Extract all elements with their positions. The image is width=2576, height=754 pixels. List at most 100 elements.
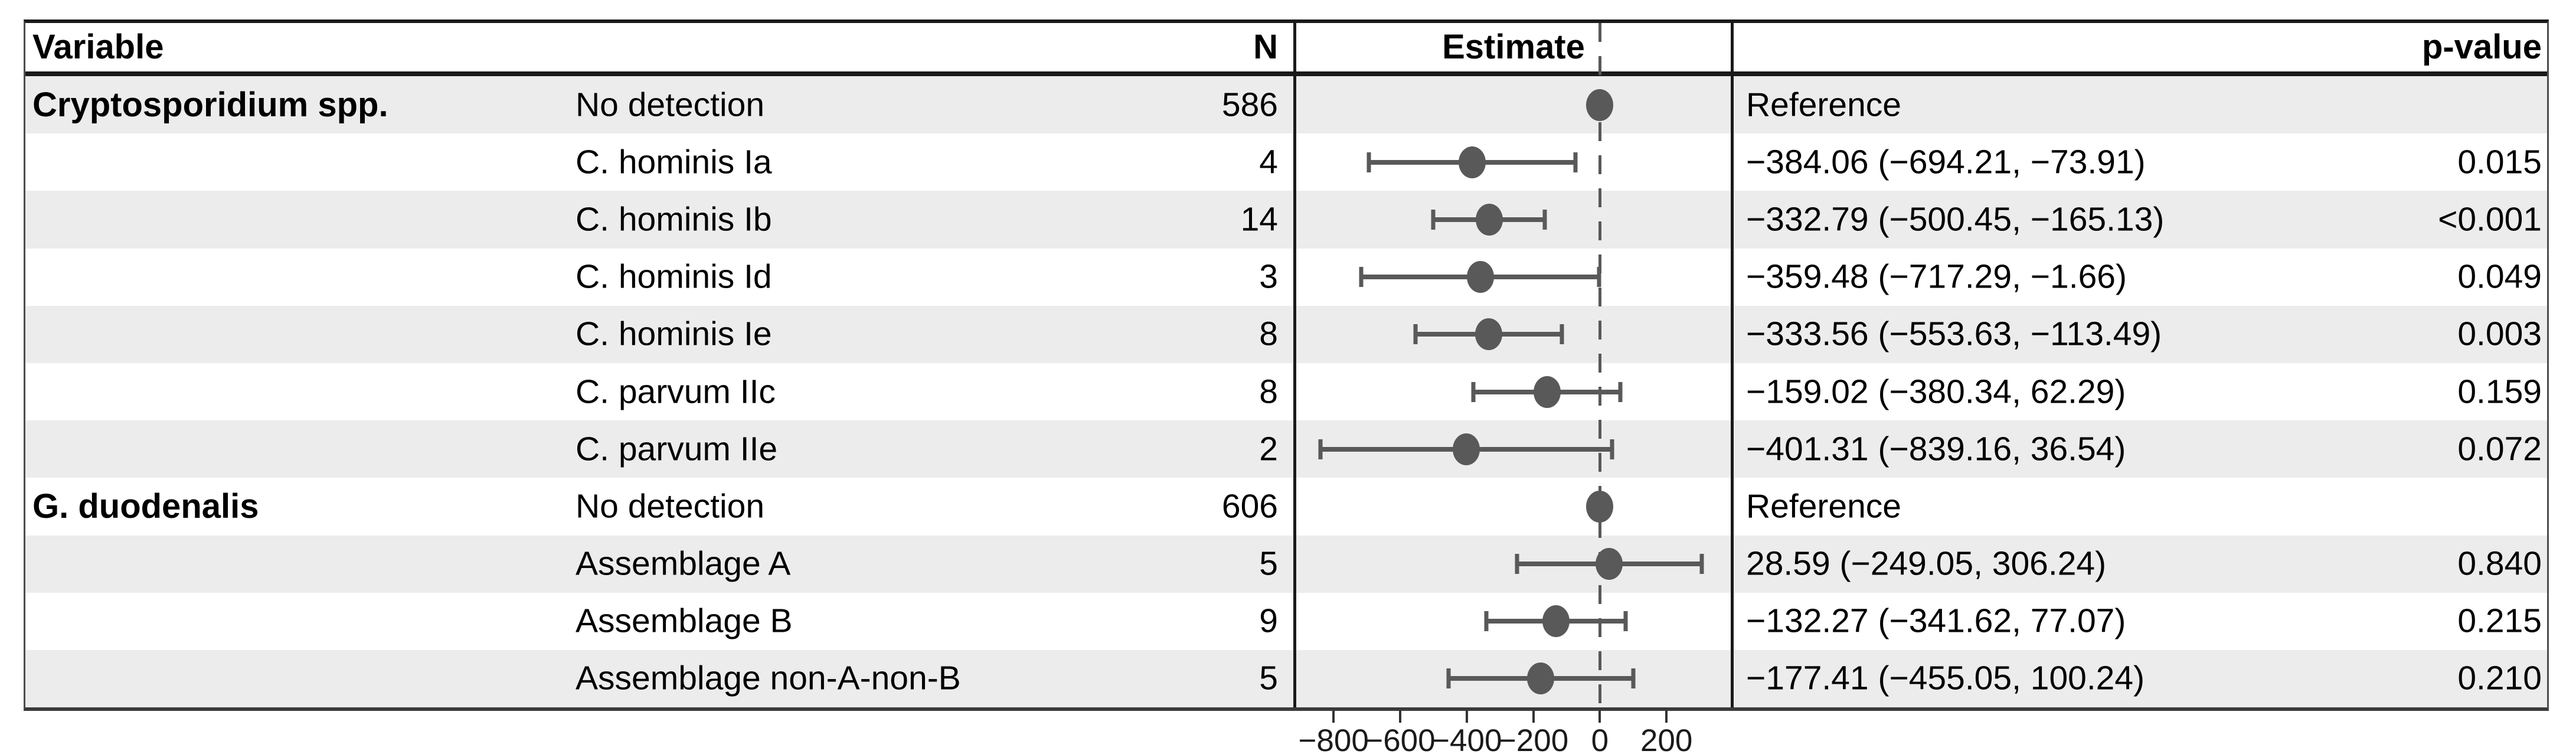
table-row: C. hominis Ib 14 −332.79 (−500.45, −165.13… xyxy=(25,191,2547,249)
panel-right-border xyxy=(1731,23,1734,707)
column-header-variable: Variable xyxy=(32,28,164,66)
axis-tick xyxy=(1598,711,1601,723)
row-subgroup-label: Assemblage B xyxy=(576,602,793,640)
table-row: Assemblage B 9 −132.27 (−341.62, 77.07) 0.2… xyxy=(25,593,2547,650)
row-estimate-text: −333.56 (−553.63, −113.49) xyxy=(1746,315,2162,353)
table-row: G. duodenalis No detection 606 Reference xyxy=(25,478,2547,535)
row-group-label: G. duodenalis xyxy=(32,487,259,525)
ci-cap-high xyxy=(1597,267,1601,288)
axis-tick xyxy=(1398,711,1401,723)
row-p-value: <0.001 xyxy=(2438,200,2542,239)
row-estimate-text: 28.59 (−249.05, 306.24) xyxy=(1746,544,2107,583)
point-estimate-marker xyxy=(1475,318,1503,351)
point-estimate-marker xyxy=(1466,261,1494,293)
row-n-value: 4 xyxy=(1259,143,1278,181)
axis-tick xyxy=(1665,711,1668,723)
row-p-value: 0.015 xyxy=(2457,143,2542,181)
row-p-value: 0.159 xyxy=(2457,373,2542,411)
forest-table: Variable N Estimate p-value Cryptosporid… xyxy=(24,19,2549,711)
table-row: Assemblage A 5 28.59 (−249.05, 306.24) 0.84… xyxy=(25,535,2547,593)
table-row: Cryptosporidium spp. No detection 586 Refer… xyxy=(25,76,2547,134)
ci-cap-low xyxy=(1359,267,1364,288)
row-subgroup-label: No detection xyxy=(576,86,765,124)
row-subgroup-label: No detection xyxy=(576,487,765,525)
point-estimate-marker xyxy=(1453,433,1480,465)
axis-tick xyxy=(1465,711,1468,723)
point-estimate-marker xyxy=(1596,548,1623,580)
ci-cap-high xyxy=(1542,209,1547,230)
ci-cap-high xyxy=(1699,554,1704,575)
axis-tick-label: −800 xyxy=(1298,723,1369,754)
table-body: Cryptosporidium spp. No detection 586 Refer… xyxy=(25,76,2547,708)
row-estimate-text: −332.79 (−500.45, −165.13) xyxy=(1746,200,2165,239)
point-estimate-marker xyxy=(1475,203,1503,236)
row-p-value: 0.049 xyxy=(2457,257,2542,296)
axis-tick-label: 0 xyxy=(1591,723,1609,754)
row-estimate-text: −132.27 (−341.62, 77.07) xyxy=(1746,602,2126,640)
row-estimate-text: −177.41 (−455.05, 100.24) xyxy=(1746,659,2145,697)
ci-cap-low xyxy=(1515,554,1519,575)
row-p-value: 0.003 xyxy=(2457,315,2542,353)
ci-cap-low xyxy=(1431,209,1436,230)
row-subgroup-label: C. hominis Ie xyxy=(576,315,772,353)
column-header-n: N xyxy=(1253,28,1278,66)
ci-cap-low xyxy=(1484,611,1489,632)
row-n-value: 5 xyxy=(1259,544,1278,583)
row-subgroup-label: C. hominis Ia xyxy=(576,143,772,181)
ci-cap-low xyxy=(1318,439,1323,459)
panel-left-border xyxy=(1293,23,1296,707)
ci-cap-low xyxy=(1413,324,1418,345)
zero-reference-line xyxy=(1598,23,1601,707)
row-n-value: 586 xyxy=(1221,86,1278,124)
table-row: C. hominis Id 3 −359.48 (−717.29, −1.66) 0.… xyxy=(25,249,2547,306)
row-subgroup-label: C. parvum IIc xyxy=(576,373,776,411)
row-subgroup-label: Assemblage non-A-non-B xyxy=(576,659,961,697)
ci-cap-high xyxy=(1618,381,1623,402)
ci-cap-low xyxy=(1471,381,1476,402)
row-estimate-text: Reference xyxy=(1746,86,1901,124)
reference-marker xyxy=(1586,490,1614,523)
row-subgroup-label: C. hominis Id xyxy=(576,257,772,296)
row-n-value: 9 xyxy=(1259,602,1278,640)
x-axis: −800 −600 −400 −200 0 200 xyxy=(25,711,2547,754)
ci-cap-high xyxy=(1573,152,1578,172)
ci-cap-high xyxy=(1631,668,1636,689)
reference-marker xyxy=(1586,89,1614,121)
ci-cap-high xyxy=(1623,611,1628,632)
row-subgroup-label: Assemblage A xyxy=(576,544,791,583)
row-n-value: 8 xyxy=(1259,373,1278,411)
point-estimate-marker xyxy=(1533,376,1561,408)
row-n-value: 8 xyxy=(1259,315,1278,353)
axis-tick-label: 200 xyxy=(1640,723,1693,754)
ci-cap-low xyxy=(1367,152,1371,172)
table-header: Variable N Estimate p-value xyxy=(25,23,2547,76)
row-estimate-text: −384.06 (−694.21, −73.91) xyxy=(1746,143,2146,181)
plot-panel xyxy=(1293,23,1734,707)
point-estimate-marker xyxy=(1458,146,1486,178)
table-row: Assemblage non-A-non-B 5 −177.41 (−455.05,… xyxy=(25,649,2547,708)
row-n-value: 606 xyxy=(1221,487,1278,525)
column-header-estimate: Estimate xyxy=(1442,28,1585,66)
row-estimate-text: −359.48 (−717.29, −1.66) xyxy=(1746,257,2127,296)
axis-tick-label: −600 xyxy=(1365,723,1436,754)
row-n-value: 3 xyxy=(1259,257,1278,296)
table-row: C. parvum IIc 8 −159.02 (−380.34, 62.29) 0.… xyxy=(25,363,2547,420)
row-p-value: 0.215 xyxy=(2457,602,2542,640)
plot-marks-layer xyxy=(1293,76,1734,707)
row-p-value: 0.840 xyxy=(2457,544,2542,583)
row-n-value: 14 xyxy=(1240,200,1278,239)
row-estimate-text: −159.02 (−380.34, 62.29) xyxy=(1746,373,2126,411)
point-estimate-marker xyxy=(1527,662,1555,695)
table-row: C. parvum IIe 2 −401.31 (−839.16, 36.54) 0.… xyxy=(25,420,2547,478)
row-group-label: Cryptosporidium spp. xyxy=(32,85,388,124)
row-p-value: 0.072 xyxy=(2457,430,2542,468)
table-row: C. hominis Ie 8 −333.56 (−553.63, −113.49)… xyxy=(25,305,2547,363)
point-estimate-marker xyxy=(1542,605,1570,638)
row-n-value: 2 xyxy=(1259,430,1278,468)
ci-cap-low xyxy=(1446,668,1451,689)
row-subgroup-label: C. parvum IIe xyxy=(576,430,778,468)
axis-tick xyxy=(1332,711,1335,723)
table-row: C. hominis Ia 4 −384.06 (−694.21, −73.91) 0… xyxy=(25,133,2547,191)
row-subgroup-label: C. hominis Ib xyxy=(576,200,772,239)
